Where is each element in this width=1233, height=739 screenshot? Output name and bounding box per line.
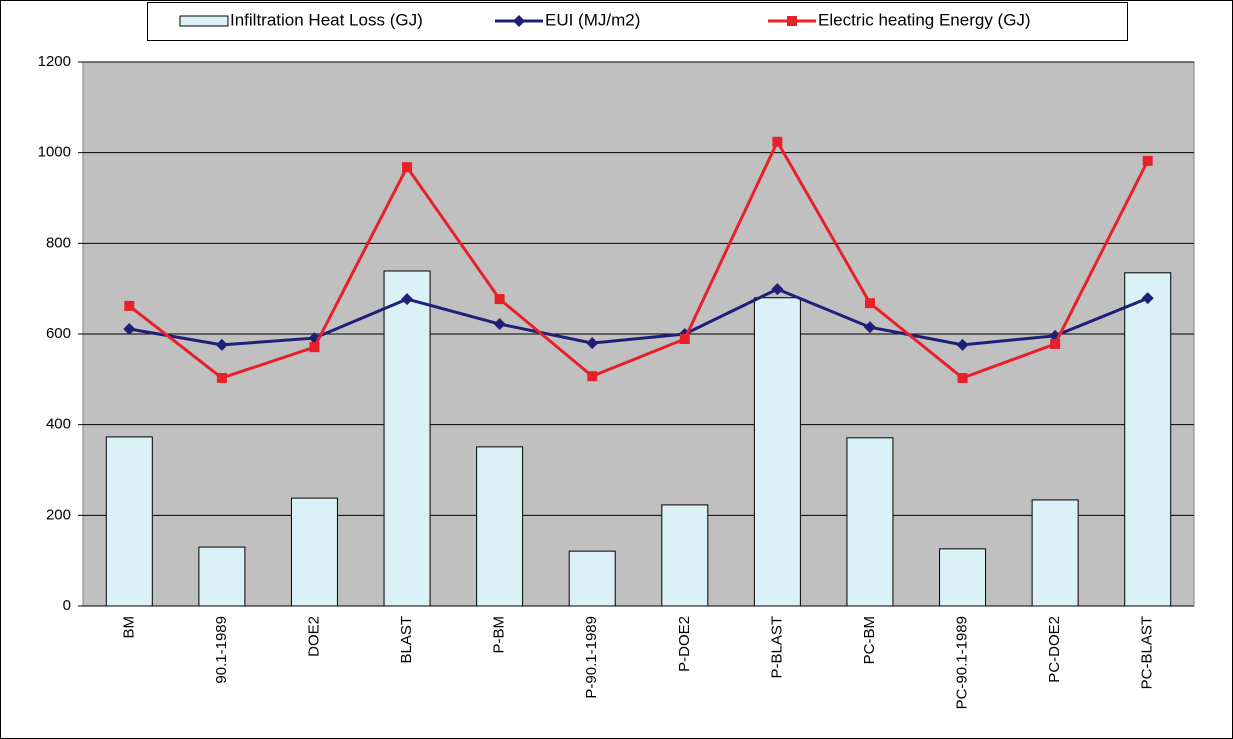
bar xyxy=(568,550,616,607)
point xyxy=(493,318,506,331)
x-tick-label: P-BLAST xyxy=(768,616,785,679)
legend-label: Infiltration Heat Loss (GJ) xyxy=(230,10,423,29)
point xyxy=(863,321,876,334)
bar xyxy=(105,436,153,607)
point xyxy=(215,338,228,351)
x-tick-label: 90.1-1989 xyxy=(213,616,230,684)
bar xyxy=(846,437,894,607)
point xyxy=(124,300,135,311)
x-tick-label: P-DOE2 xyxy=(676,616,693,672)
y-tick-label: 800 xyxy=(46,234,71,251)
legend-box xyxy=(147,2,1128,41)
point xyxy=(771,283,784,296)
point xyxy=(772,136,783,147)
point xyxy=(1141,292,1154,305)
point xyxy=(864,298,875,309)
bar xyxy=(198,546,246,607)
y-tick-label: 1000 xyxy=(38,144,71,161)
legend-label: EUI (MJ/m2) xyxy=(545,10,640,29)
legend-marker xyxy=(787,16,797,26)
x-tick-label: DOE2 xyxy=(305,616,322,657)
point xyxy=(309,342,320,353)
point xyxy=(494,294,505,305)
x-tick-label: P-90.1-1989 xyxy=(583,616,600,699)
x-tick-label: PC-DOE2 xyxy=(1046,616,1063,683)
bar xyxy=(1031,499,1079,607)
x-tick-label: BLAST xyxy=(398,616,415,664)
legend-label: Electric heating Energy (GJ) xyxy=(818,10,1031,29)
x-tick-label: BM xyxy=(120,616,137,639)
point xyxy=(956,338,969,351)
bar xyxy=(939,548,987,607)
point xyxy=(679,333,690,344)
y-tick-label: 600 xyxy=(46,325,71,342)
point xyxy=(401,293,414,306)
y-tick-label: 1200 xyxy=(38,53,71,70)
line xyxy=(129,287,1149,347)
bar xyxy=(383,270,431,607)
point xyxy=(1050,338,1061,349)
point xyxy=(216,372,227,383)
point xyxy=(587,371,598,382)
x-tick-label: P-BM xyxy=(491,616,508,654)
y-tick-label: 0 xyxy=(63,597,71,614)
y-tick-label: 400 xyxy=(46,416,71,433)
x-tick-label: PC-90.1-1989 xyxy=(954,616,971,709)
bar xyxy=(476,446,524,607)
bar xyxy=(661,504,709,607)
x-tick-label: PC-BM xyxy=(861,616,878,664)
x-tick-label: PC-BLAST xyxy=(1139,616,1156,689)
line xyxy=(128,138,1150,380)
legend-marker xyxy=(513,15,525,27)
point xyxy=(1142,155,1153,166)
bar xyxy=(1124,272,1172,607)
bar xyxy=(290,497,338,607)
point xyxy=(957,372,968,383)
point xyxy=(586,337,599,350)
point xyxy=(123,323,136,336)
legend-swatch xyxy=(179,15,229,27)
bar xyxy=(753,297,801,607)
point xyxy=(402,162,413,173)
y-tick-label: 200 xyxy=(46,506,71,523)
